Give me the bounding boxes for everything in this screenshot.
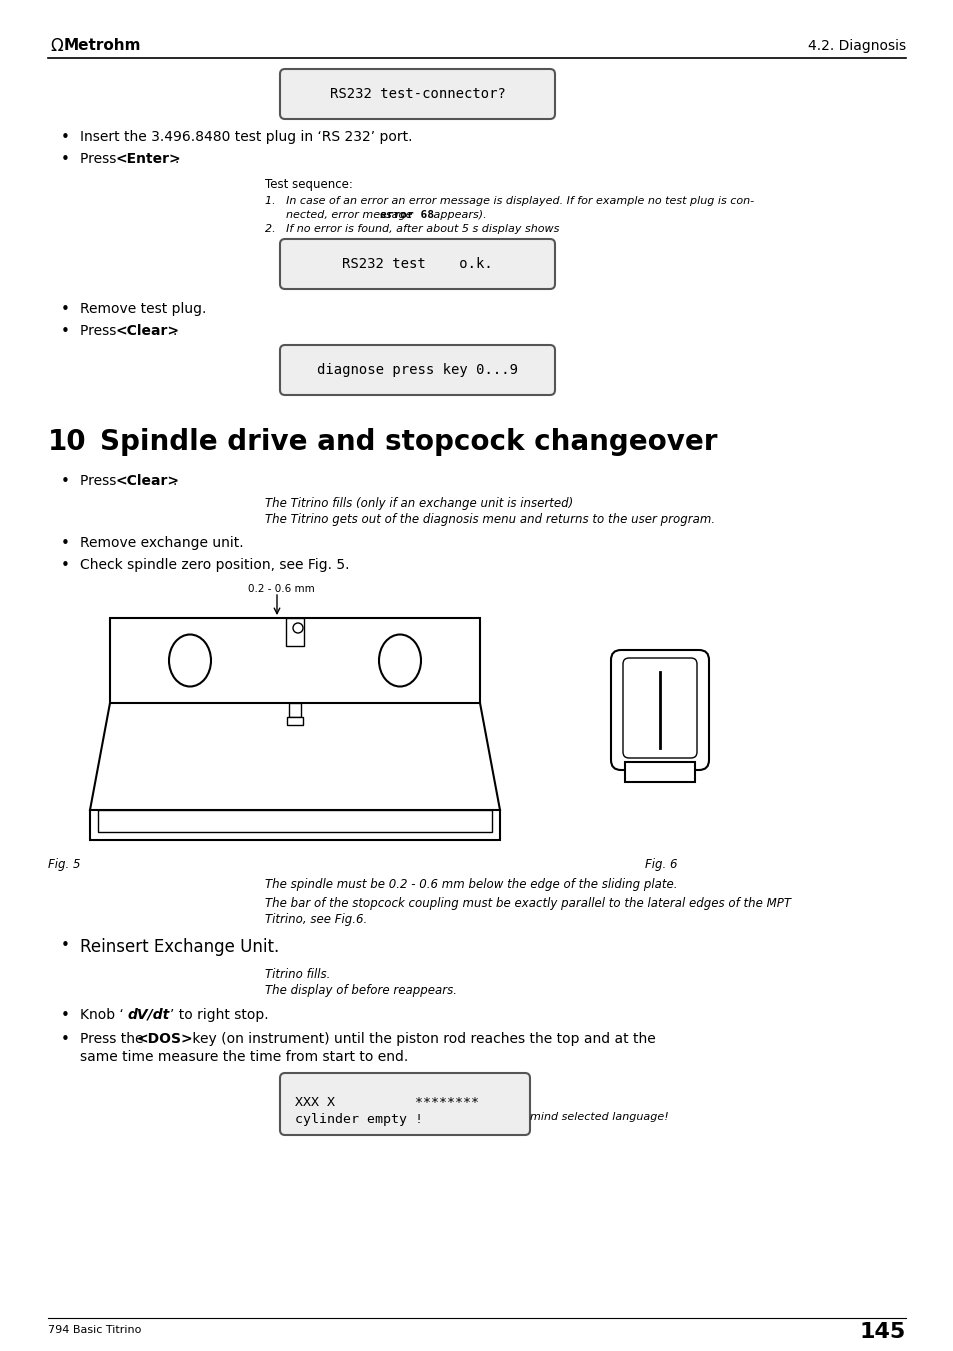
Text: Metrohm: Metrohm xyxy=(64,38,141,54)
Text: Spindle drive and stopcock changeover: Spindle drive and stopcock changeover xyxy=(100,428,717,457)
Text: dV/dt: dV/dt xyxy=(128,1008,170,1021)
Bar xyxy=(287,717,303,725)
Bar xyxy=(624,762,695,782)
Text: same time measure the time from start to end.: same time measure the time from start to… xyxy=(80,1050,408,1065)
Ellipse shape xyxy=(169,635,211,686)
Text: The spindle must be 0.2 - 0.6 mm below the edge of the sliding plate.: The spindle must be 0.2 - 0.6 mm below t… xyxy=(265,878,677,892)
Text: Press: Press xyxy=(80,474,121,488)
Text: •: • xyxy=(60,474,70,489)
Text: cylinder empty !: cylinder empty ! xyxy=(294,1113,422,1125)
Text: Reinsert Exchange Unit.: Reinsert Exchange Unit. xyxy=(80,938,279,957)
Bar xyxy=(110,617,479,703)
Text: error 68: error 68 xyxy=(379,209,434,220)
Text: 1.   In case of an error an error message is displayed. If for example no test p: 1. In case of an error an error message … xyxy=(265,196,753,205)
Text: appears).: appears). xyxy=(430,209,486,220)
Text: The bar of the stopcock coupling must be exactly parallel to the lateral edges o: The bar of the stopcock coupling must be… xyxy=(265,897,790,911)
Text: RS232 test    o.k.: RS232 test o.k. xyxy=(342,257,493,272)
Text: Press: Press xyxy=(80,324,121,338)
Text: 145: 145 xyxy=(859,1323,905,1342)
Text: •: • xyxy=(60,153,70,168)
Text: XXX X          ********: XXX X ******** xyxy=(294,1096,478,1109)
FancyBboxPatch shape xyxy=(610,650,708,770)
Text: •: • xyxy=(60,303,70,317)
Text: The display of before reappears.: The display of before reappears. xyxy=(265,984,456,997)
Bar xyxy=(90,811,499,840)
Text: mind selected language!: mind selected language! xyxy=(530,1112,668,1121)
Text: 10: 10 xyxy=(48,428,87,457)
Text: diagnose press key 0...9: diagnose press key 0...9 xyxy=(316,363,517,377)
Text: Press the: Press the xyxy=(80,1032,148,1046)
Text: 2.   If no error is found, after about 5 s display shows: 2. If no error is found, after about 5 s… xyxy=(265,224,558,234)
Text: The Titrino fills (only if an exchange unit is inserted): The Titrino fills (only if an exchange u… xyxy=(265,497,573,509)
Text: •: • xyxy=(60,1008,70,1023)
Text: .: . xyxy=(172,474,177,488)
Text: 0.2 - 0.6 mm: 0.2 - 0.6 mm xyxy=(248,584,314,594)
Text: Remove test plug.: Remove test plug. xyxy=(80,303,206,316)
Text: Fig. 6: Fig. 6 xyxy=(644,858,677,871)
Text: The Titrino gets out of the diagnosis menu and returns to the user program.: The Titrino gets out of the diagnosis me… xyxy=(265,513,715,526)
Text: nected, error message: nected, error message xyxy=(265,209,416,220)
Text: •: • xyxy=(60,536,70,551)
Text: <DOS>: <DOS> xyxy=(137,1032,193,1046)
Text: 4.2. Diagnosis: 4.2. Diagnosis xyxy=(807,39,905,53)
Text: •: • xyxy=(60,558,70,573)
FancyBboxPatch shape xyxy=(280,345,555,394)
FancyBboxPatch shape xyxy=(280,69,555,119)
Bar xyxy=(98,811,492,832)
Text: Insert the 3.496.8480 test plug in ‘RS 232’ port.: Insert the 3.496.8480 test plug in ‘RS 2… xyxy=(80,130,412,145)
Text: Titrino fills.: Titrino fills. xyxy=(265,969,330,981)
FancyBboxPatch shape xyxy=(280,1073,530,1135)
Text: <Enter>: <Enter> xyxy=(116,153,181,166)
Text: Ω: Ω xyxy=(50,36,63,55)
Text: Remove exchange unit.: Remove exchange unit. xyxy=(80,536,243,550)
Text: Test sequence:: Test sequence: xyxy=(265,178,353,190)
Ellipse shape xyxy=(378,635,420,686)
Text: Fig. 5: Fig. 5 xyxy=(48,858,80,871)
Bar xyxy=(286,617,304,646)
Circle shape xyxy=(293,623,303,634)
Text: .: . xyxy=(172,324,177,338)
Text: <Clear>: <Clear> xyxy=(116,324,180,338)
Text: <Clear>: <Clear> xyxy=(116,474,180,488)
Text: key (on instrument) until the piston rod reaches the top and at the: key (on instrument) until the piston rod… xyxy=(188,1032,655,1046)
FancyBboxPatch shape xyxy=(280,239,555,289)
Text: 794 Basic Titrino: 794 Basic Titrino xyxy=(48,1325,141,1335)
Text: •: • xyxy=(60,130,70,145)
Text: Knob ‘: Knob ‘ xyxy=(80,1008,124,1021)
Text: •: • xyxy=(60,938,70,952)
Bar xyxy=(289,703,301,717)
Text: Press: Press xyxy=(80,153,121,166)
Text: RS232 test-connector?: RS232 test-connector? xyxy=(329,86,505,101)
FancyBboxPatch shape xyxy=(622,658,697,758)
Text: •: • xyxy=(60,1032,70,1047)
Text: .: . xyxy=(174,153,179,166)
Text: Check spindle zero position, see Fig. 5.: Check spindle zero position, see Fig. 5. xyxy=(80,558,349,571)
Text: Titrino, see Fig.6.: Titrino, see Fig.6. xyxy=(265,913,367,925)
Text: ’ to right stop.: ’ to right stop. xyxy=(170,1008,269,1021)
Text: •: • xyxy=(60,324,70,339)
